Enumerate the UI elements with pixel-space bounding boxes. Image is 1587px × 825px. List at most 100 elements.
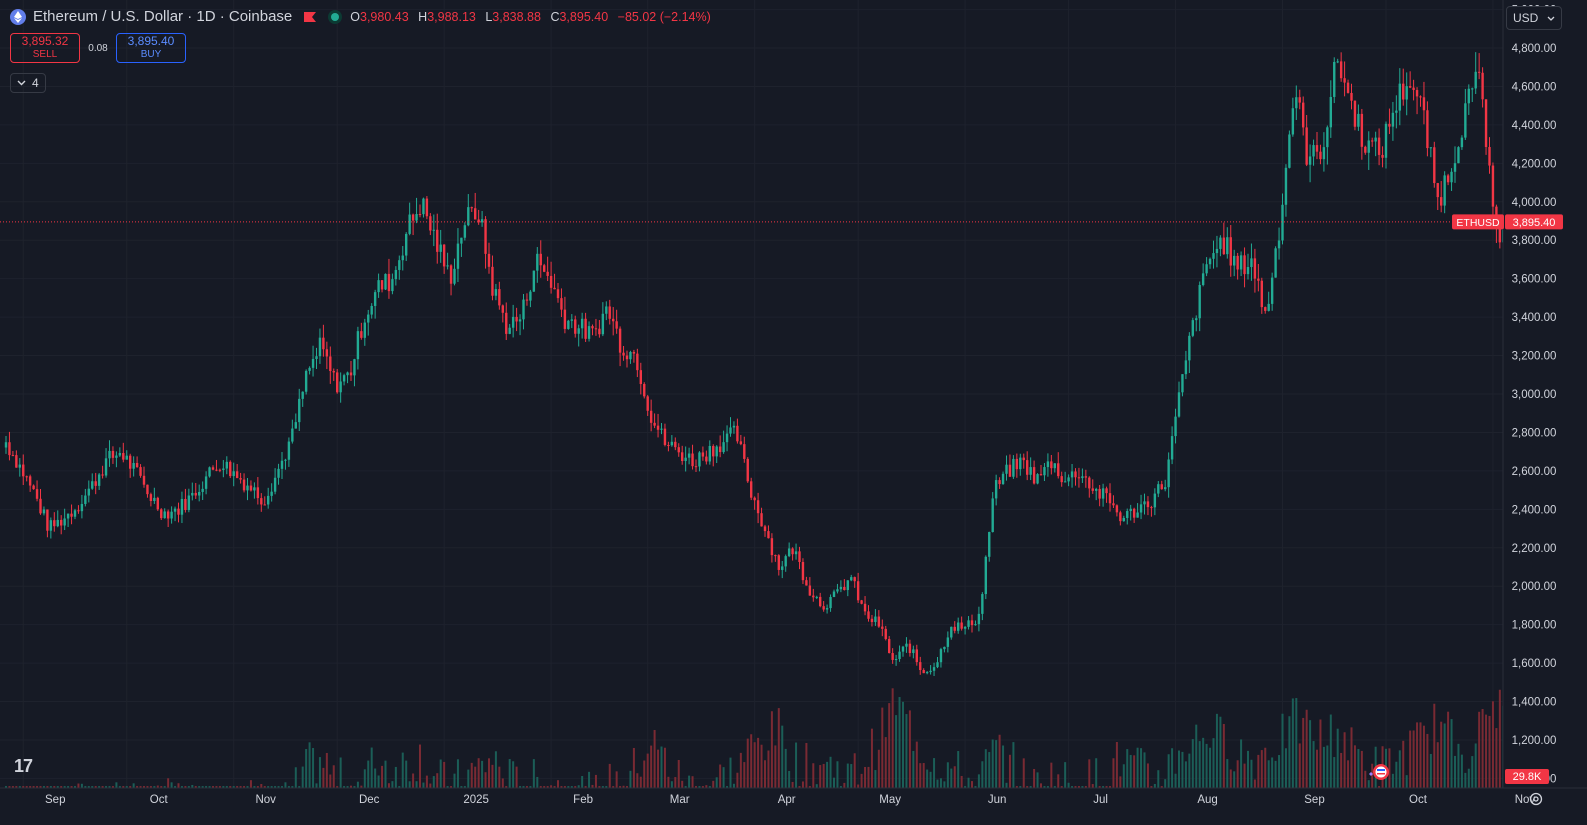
candle-body [598,328,601,335]
volume-bar [1460,754,1463,788]
candle-body [560,298,563,310]
candle-body [753,497,756,501]
volume-bar [274,786,277,788]
candle-body [398,260,401,270]
volume-bar [356,781,359,788]
volume-bar [253,786,256,788]
volume-bar [184,786,187,788]
tradingview-logo[interactable]: 17 [14,756,33,776]
candle-body [1053,463,1056,469]
candle-body [656,425,660,430]
candle-body [1219,237,1222,249]
volume-bar [1153,783,1156,788]
volume-bar [546,786,549,788]
candle-body [1074,471,1077,478]
volume-bar [822,763,825,788]
currency-select[interactable]: USD [1506,6,1562,30]
price-tick-label: 1,400.00 [1512,697,1557,709]
candle-body [1326,127,1329,148]
volume-bar [1402,740,1405,788]
volume-bar [619,786,622,788]
close-value: 3,895.40 [559,9,609,24]
volume-bar [557,780,559,788]
candle-body [480,219,484,223]
candle-body [1464,103,1467,138]
market-status-icon[interactable] [328,9,343,24]
volume-bar [1140,748,1143,788]
volume-bar [29,786,32,788]
volume-bar [80,783,83,788]
volume-bar [60,786,63,788]
volume-bar [139,786,142,788]
volume-bar [1485,714,1488,788]
indicators-toggle[interactable]: 4 [10,73,46,93]
candle-body [1315,145,1319,152]
volume-bar [1454,755,1456,788]
volume-bar [1450,719,1453,788]
us-flag-icon[interactable] [1366,762,1392,782]
volume-bar [715,777,718,788]
settings-gear-icon[interactable] [1528,791,1544,807]
volume-bar [343,786,346,788]
volume-bar [443,761,446,788]
volume-bar [653,730,656,788]
candle-body [94,481,97,486]
volume-bar [1205,743,1208,788]
candle-body [1477,71,1481,73]
volume-bar [777,708,780,788]
volume-bar [746,738,749,788]
candle-body [180,498,184,515]
candle-body [663,428,667,445]
volume-bar [1302,717,1305,788]
candle-body [1339,61,1343,79]
volume-bar [419,744,421,788]
candle-body [815,596,818,598]
volume-bar [1440,721,1443,788]
candle-body [801,562,805,581]
close-key: C [550,9,560,24]
volume-bar [663,747,666,788]
volume-bar [1040,783,1042,788]
candle-body [1050,461,1053,469]
candle-body [380,280,384,290]
volume-bar [632,747,635,788]
volume-bar [374,768,377,788]
candle-body [932,667,936,671]
volume-bar [111,786,114,788]
volume-bar [836,761,839,788]
volume-bar [650,745,653,788]
symbol-title[interactable]: Ethereum / U.S. Dollar · 1D · Coinbase [33,8,293,25]
volume-bar [739,752,742,788]
candle-body [639,370,642,385]
volume-bar [1077,786,1080,788]
candle-body [339,381,342,393]
candle-body [108,450,111,459]
candle-body [532,270,536,292]
candle-body [687,453,691,458]
volume-bar [529,786,532,788]
candle-body [1412,87,1415,91]
candle-body [1236,255,1239,270]
flag-icon[interactable] [304,11,317,22]
candle-body [353,359,356,376]
candle-body [1139,504,1143,513]
volume-bar [1122,764,1125,788]
candle-body [946,637,950,647]
buy-button[interactable]: 3,895.40 BUY [116,33,186,63]
sell-button[interactable]: 3,895.32 SELL [10,33,80,63]
candle-body [791,548,794,555]
candle-body [1153,493,1157,508]
volume-bar [1267,760,1270,788]
volume-bar [1067,782,1070,788]
volume-bar [1243,763,1246,788]
volume-bar [122,786,125,788]
volume-bar [705,785,708,788]
volume-bar [560,786,563,788]
candle-body [408,214,411,234]
volume-bar [764,760,766,788]
volume-bar [512,761,515,788]
candle-body [267,495,270,505]
volume-bar [1143,752,1146,788]
volume-bar [1436,742,1439,788]
